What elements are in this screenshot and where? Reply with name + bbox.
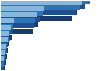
Bar	[1, 54, 7, 59]
Bar	[1, 25, 11, 30]
Bar	[1, 5, 80, 10]
Bar	[1, 0, 82, 5]
Bar	[1, 29, 13, 34]
Bar	[1, 12, 37, 17]
Bar	[1, 49, 6, 54]
Bar	[1, 6, 44, 11]
Bar	[1, 16, 72, 21]
Bar	[1, 10, 77, 15]
Bar	[1, 0, 90, 4]
Bar	[1, 24, 13, 29]
Bar	[1, 42, 8, 47]
Bar	[1, 43, 7, 48]
Bar	[1, 18, 36, 23]
Bar	[1, 47, 8, 53]
Bar	[1, 37, 8, 42]
Bar	[1, 56, 4, 61]
Bar	[1, 67, 4, 71]
Bar	[1, 56, 5, 61]
Bar	[1, 23, 34, 28]
Bar	[1, 62, 4, 67]
Bar	[1, 10, 76, 15]
Bar	[1, 30, 10, 35]
Bar	[1, 18, 14, 24]
Bar	[1, 50, 5, 55]
Bar	[1, 22, 38, 27]
Bar	[1, 66, 5, 71]
Bar	[1, 29, 33, 34]
Bar	[1, 37, 8, 42]
Bar	[1, 41, 9, 46]
Bar	[1, 4, 85, 9]
Bar	[1, 11, 43, 16]
Bar	[1, 55, 6, 60]
Bar	[1, 61, 5, 66]
Bar	[1, 17, 40, 22]
Bar	[1, 44, 6, 49]
Bar	[1, 36, 10, 41]
Bar	[1, 48, 7, 53]
Bar	[1, 31, 9, 36]
Bar	[1, 60, 6, 65]
Bar	[1, 35, 12, 40]
